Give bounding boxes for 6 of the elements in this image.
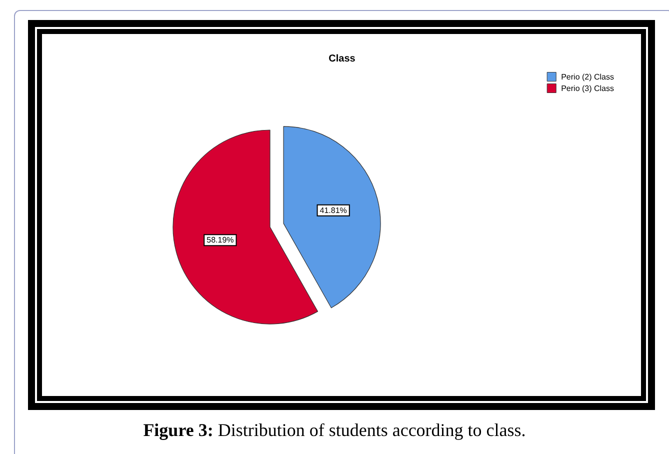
data-label: 41.81% — [320, 206, 347, 215]
caption: Figure 3: Distribution of students according to class. — [142, 420, 527, 441]
legend-label: Perio (3) Class — [561, 84, 614, 93]
data-label: 58.19% — [206, 236, 234, 245]
chart-title: Class — [328, 54, 356, 64]
legend-label: Perio (2) Class — [561, 72, 614, 82]
